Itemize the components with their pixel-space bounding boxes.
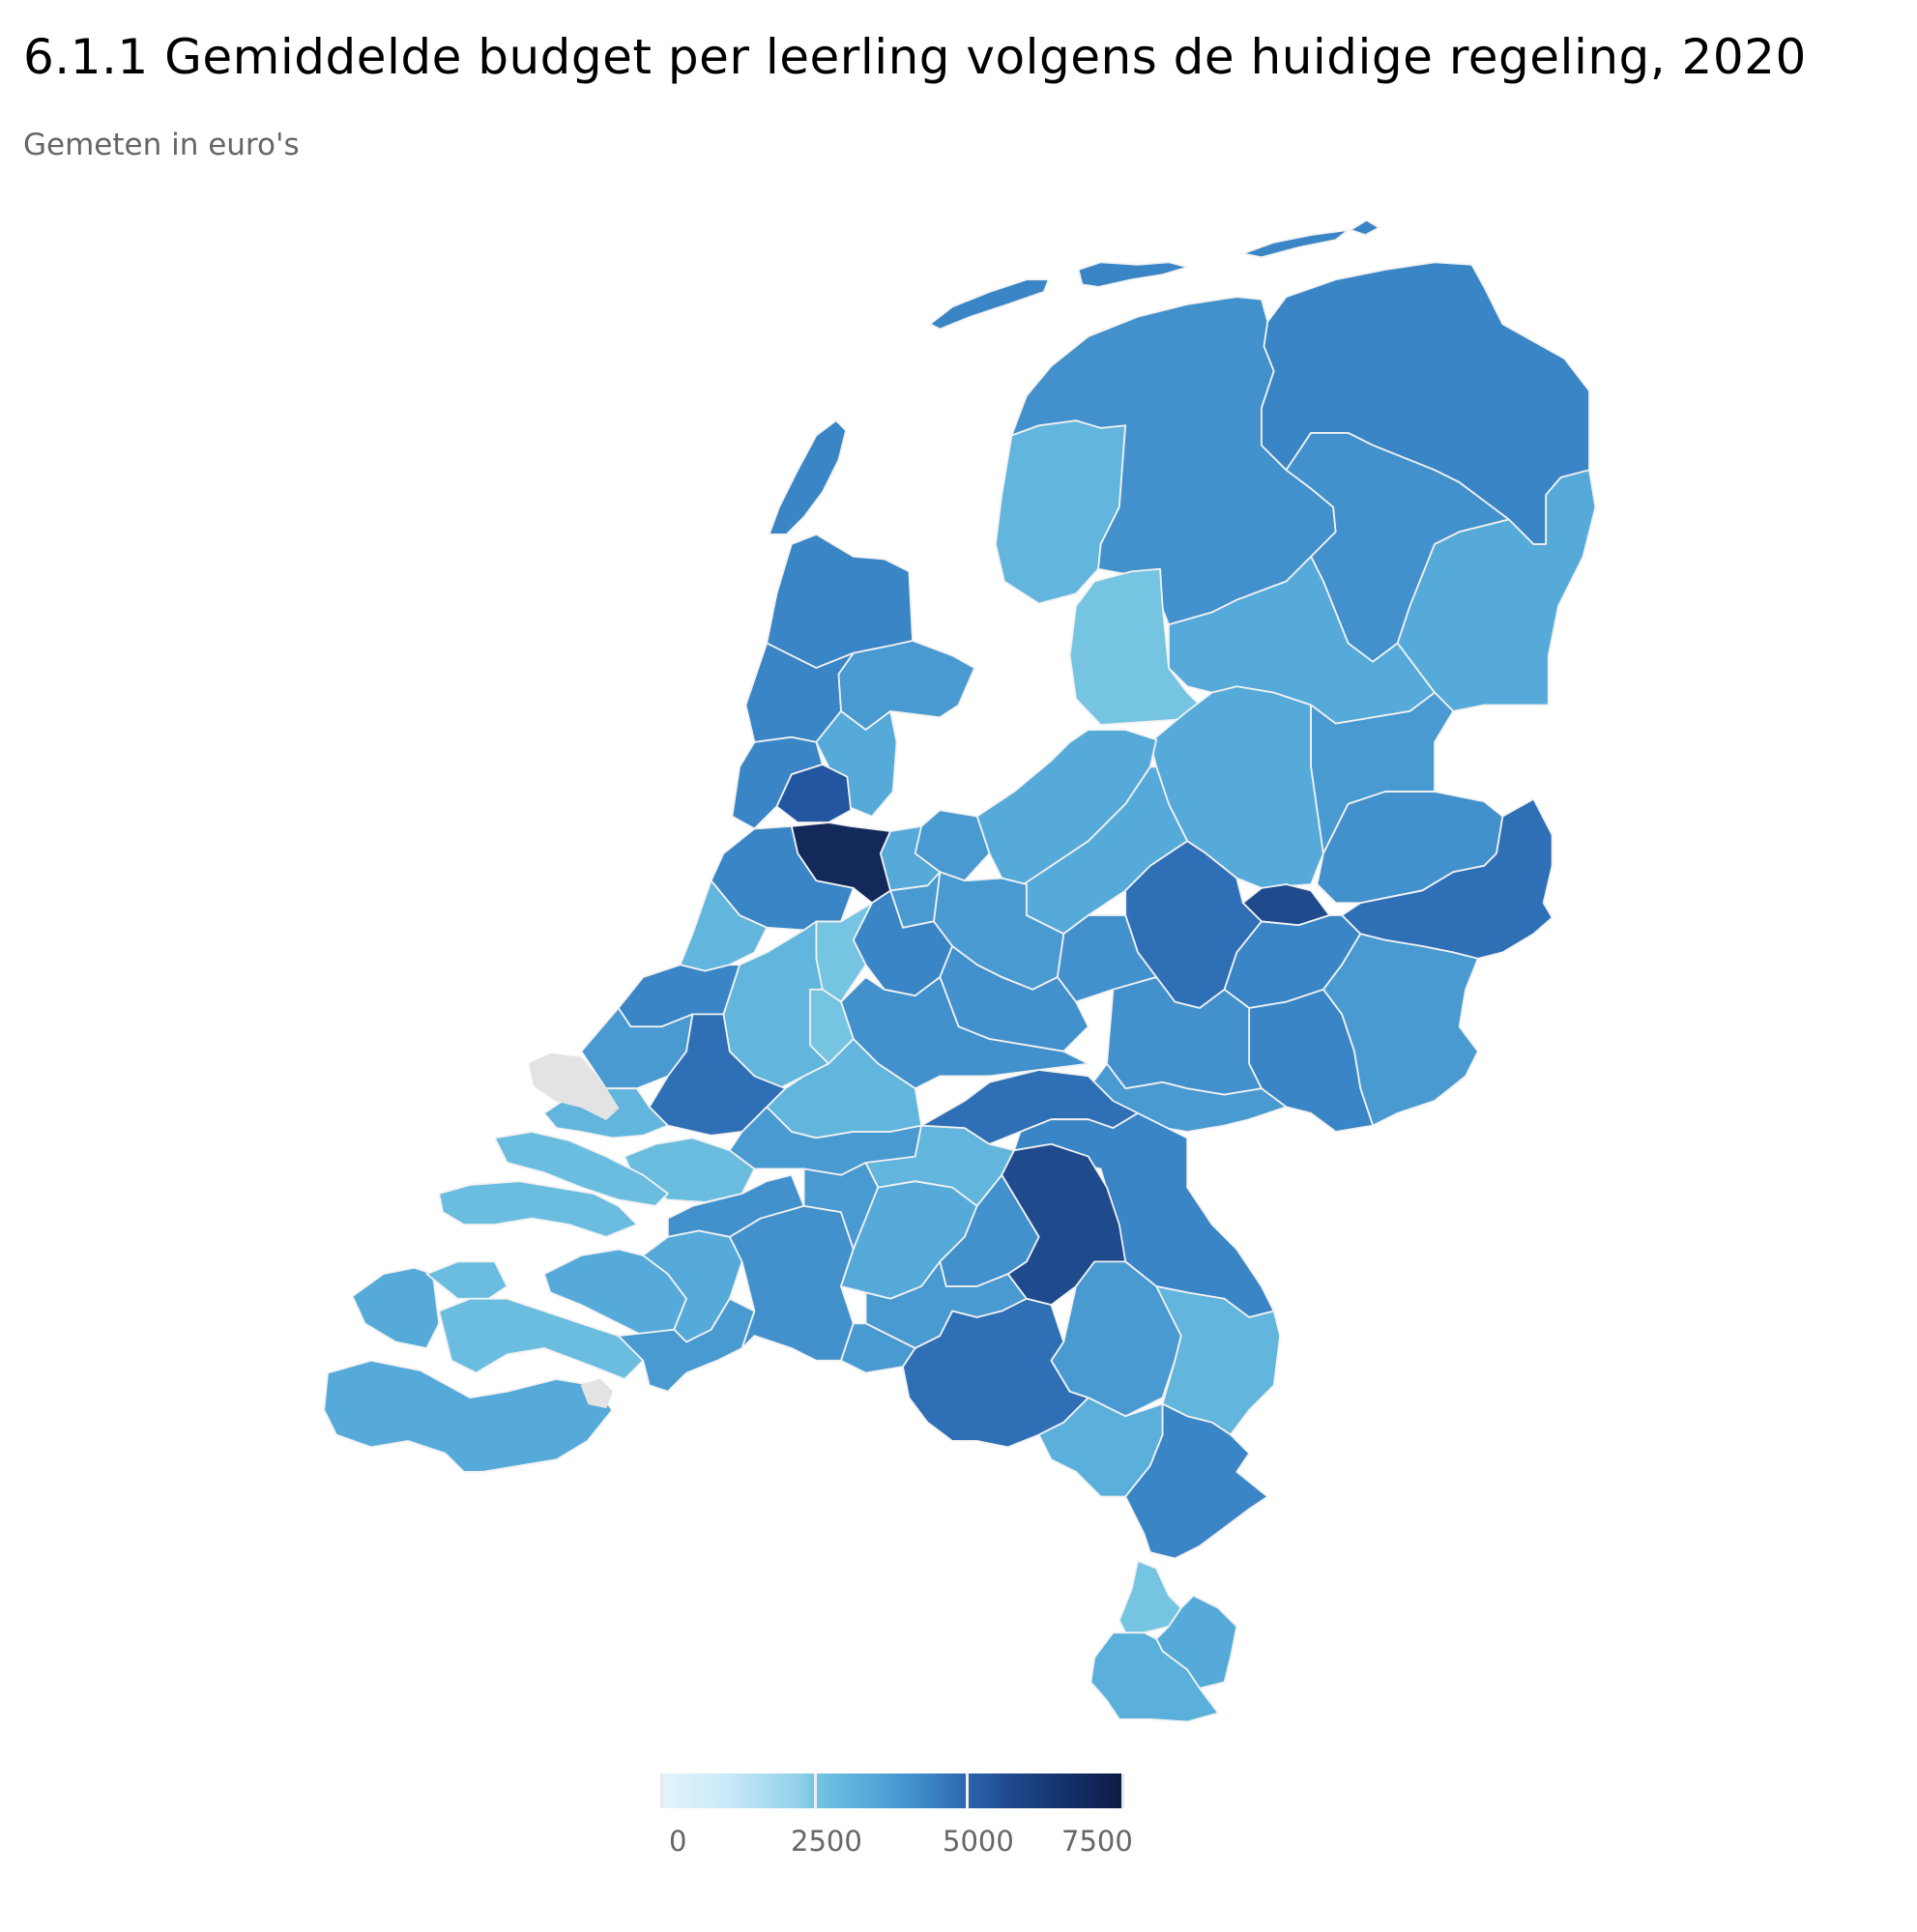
map-region-roermond[interactable]: [1124, 1402, 1269, 1560]
map-region-ameland[interactable]: [1241, 229, 1350, 259]
map-region-noord-beveland[interactable]: [425, 1260, 508, 1300]
legend-divider-5000: [966, 1773, 969, 1808]
map-nodata-maasvlakte: [528, 1053, 620, 1120]
map-region-schouwen[interactable]: [493, 1131, 669, 1207]
map-region-zeeuws-vlaanderen[interactable]: [323, 1359, 614, 1473]
legend-label-5000: 5000: [943, 1825, 1014, 1858]
map-region-texel[interactable]: [768, 419, 847, 535]
legend-end-edge: [1121, 1773, 1124, 1808]
legend-label-7500: 7500: [1061, 1825, 1133, 1858]
map-region-roosendaal[interactable]: [617, 1297, 756, 1393]
chart-subtitle: Gemeten in euro's: [23, 128, 300, 162]
map-region-almere[interactable]: [914, 809, 991, 882]
map-region-schiermonnikoog[interactable]: [1350, 218, 1380, 237]
map-region-vlieland[interactable]: [929, 278, 1050, 331]
map-region-noordoostpolder[interactable]: [1068, 567, 1207, 726]
legend-label-0: 0: [669, 1825, 687, 1858]
legend-divider-2500: [814, 1773, 817, 1808]
map-region-baarle[interactable]: [840, 1322, 916, 1374]
map-region-haarlem[interactable]: [731, 735, 824, 830]
map-region-drenthe-east[interactable]: [1396, 469, 1597, 712]
map-region-friesland-west[interactable]: [994, 419, 1127, 605]
map-nodata-westerschelde-port: [580, 1378, 614, 1409]
legend-start-edge: [660, 1773, 663, 1808]
map-region-walcheren[interactable]: [351, 1266, 441, 1349]
map-region-terschelling[interactable]: [1077, 261, 1189, 288]
map-region-venlo[interactable]: [1155, 1285, 1282, 1436]
map-region-breda[interactable]: [728, 1204, 855, 1362]
color-legend: [660, 1773, 1124, 1808]
map-region-west-friesland[interactable]: [837, 640, 976, 731]
map-region-goeree[interactable]: [438, 1180, 638, 1238]
legend-gradient-bar: [660, 1773, 1124, 1808]
chart-title: 6.1.1 Gemiddelde budget per leerling vol…: [23, 29, 1807, 85]
map-region-maastricht[interactable]: [1089, 1631, 1220, 1723]
legend-label-2500: 2500: [791, 1825, 862, 1858]
map-region-zuid-beveland[interactable]: [438, 1297, 645, 1380]
